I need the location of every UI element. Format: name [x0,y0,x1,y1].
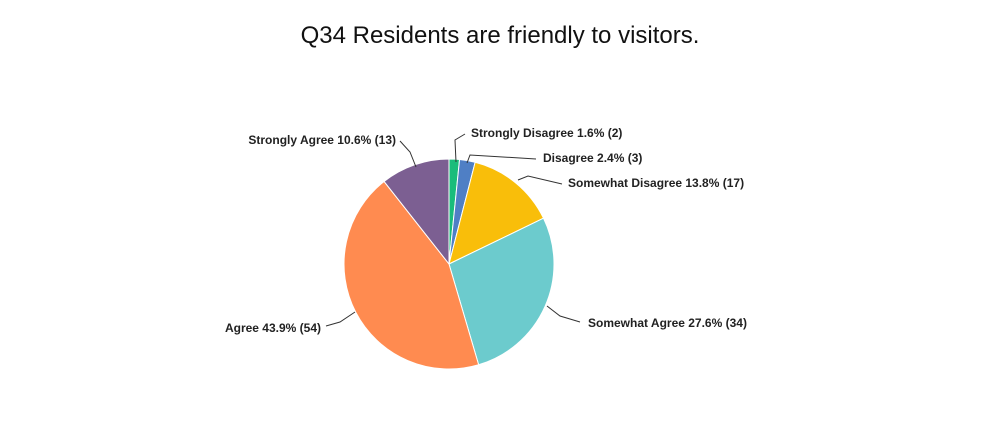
slice-label-strongly-agree: Strongly Agree 10.6% (13) [248,133,396,147]
chart-title: Q34 Residents are friendly to visitors. [300,22,700,49]
pie-slice-somewhat-agree [448,217,555,366]
leader-line-agree [325,311,356,327]
leader-line-strongly-agree [399,140,417,168]
pie-slice-somewhat-disagree [448,161,545,265]
leader-line-strongly-disagree [454,133,466,163]
slice-label-agree: Agree 43.9% (54) [225,321,321,335]
pie-slice-agree [343,180,480,370]
slice-label-somewhat-disagree: Somewhat Disagree 13.8% (17) [568,176,744,190]
slice-label-somewhat-agree: Somewhat Agree 27.6% (34) [588,316,747,330]
slice-label-disagree: Disagree 2.4% (3) [543,151,642,165]
slice-label-strongly-disagree: Strongly Disagree 1.6% (2) [471,126,622,140]
leader-line-somewhat-disagree [517,175,563,185]
leader-line-disagree [466,154,537,164]
leader-line-somewhat-agree [546,305,581,323]
